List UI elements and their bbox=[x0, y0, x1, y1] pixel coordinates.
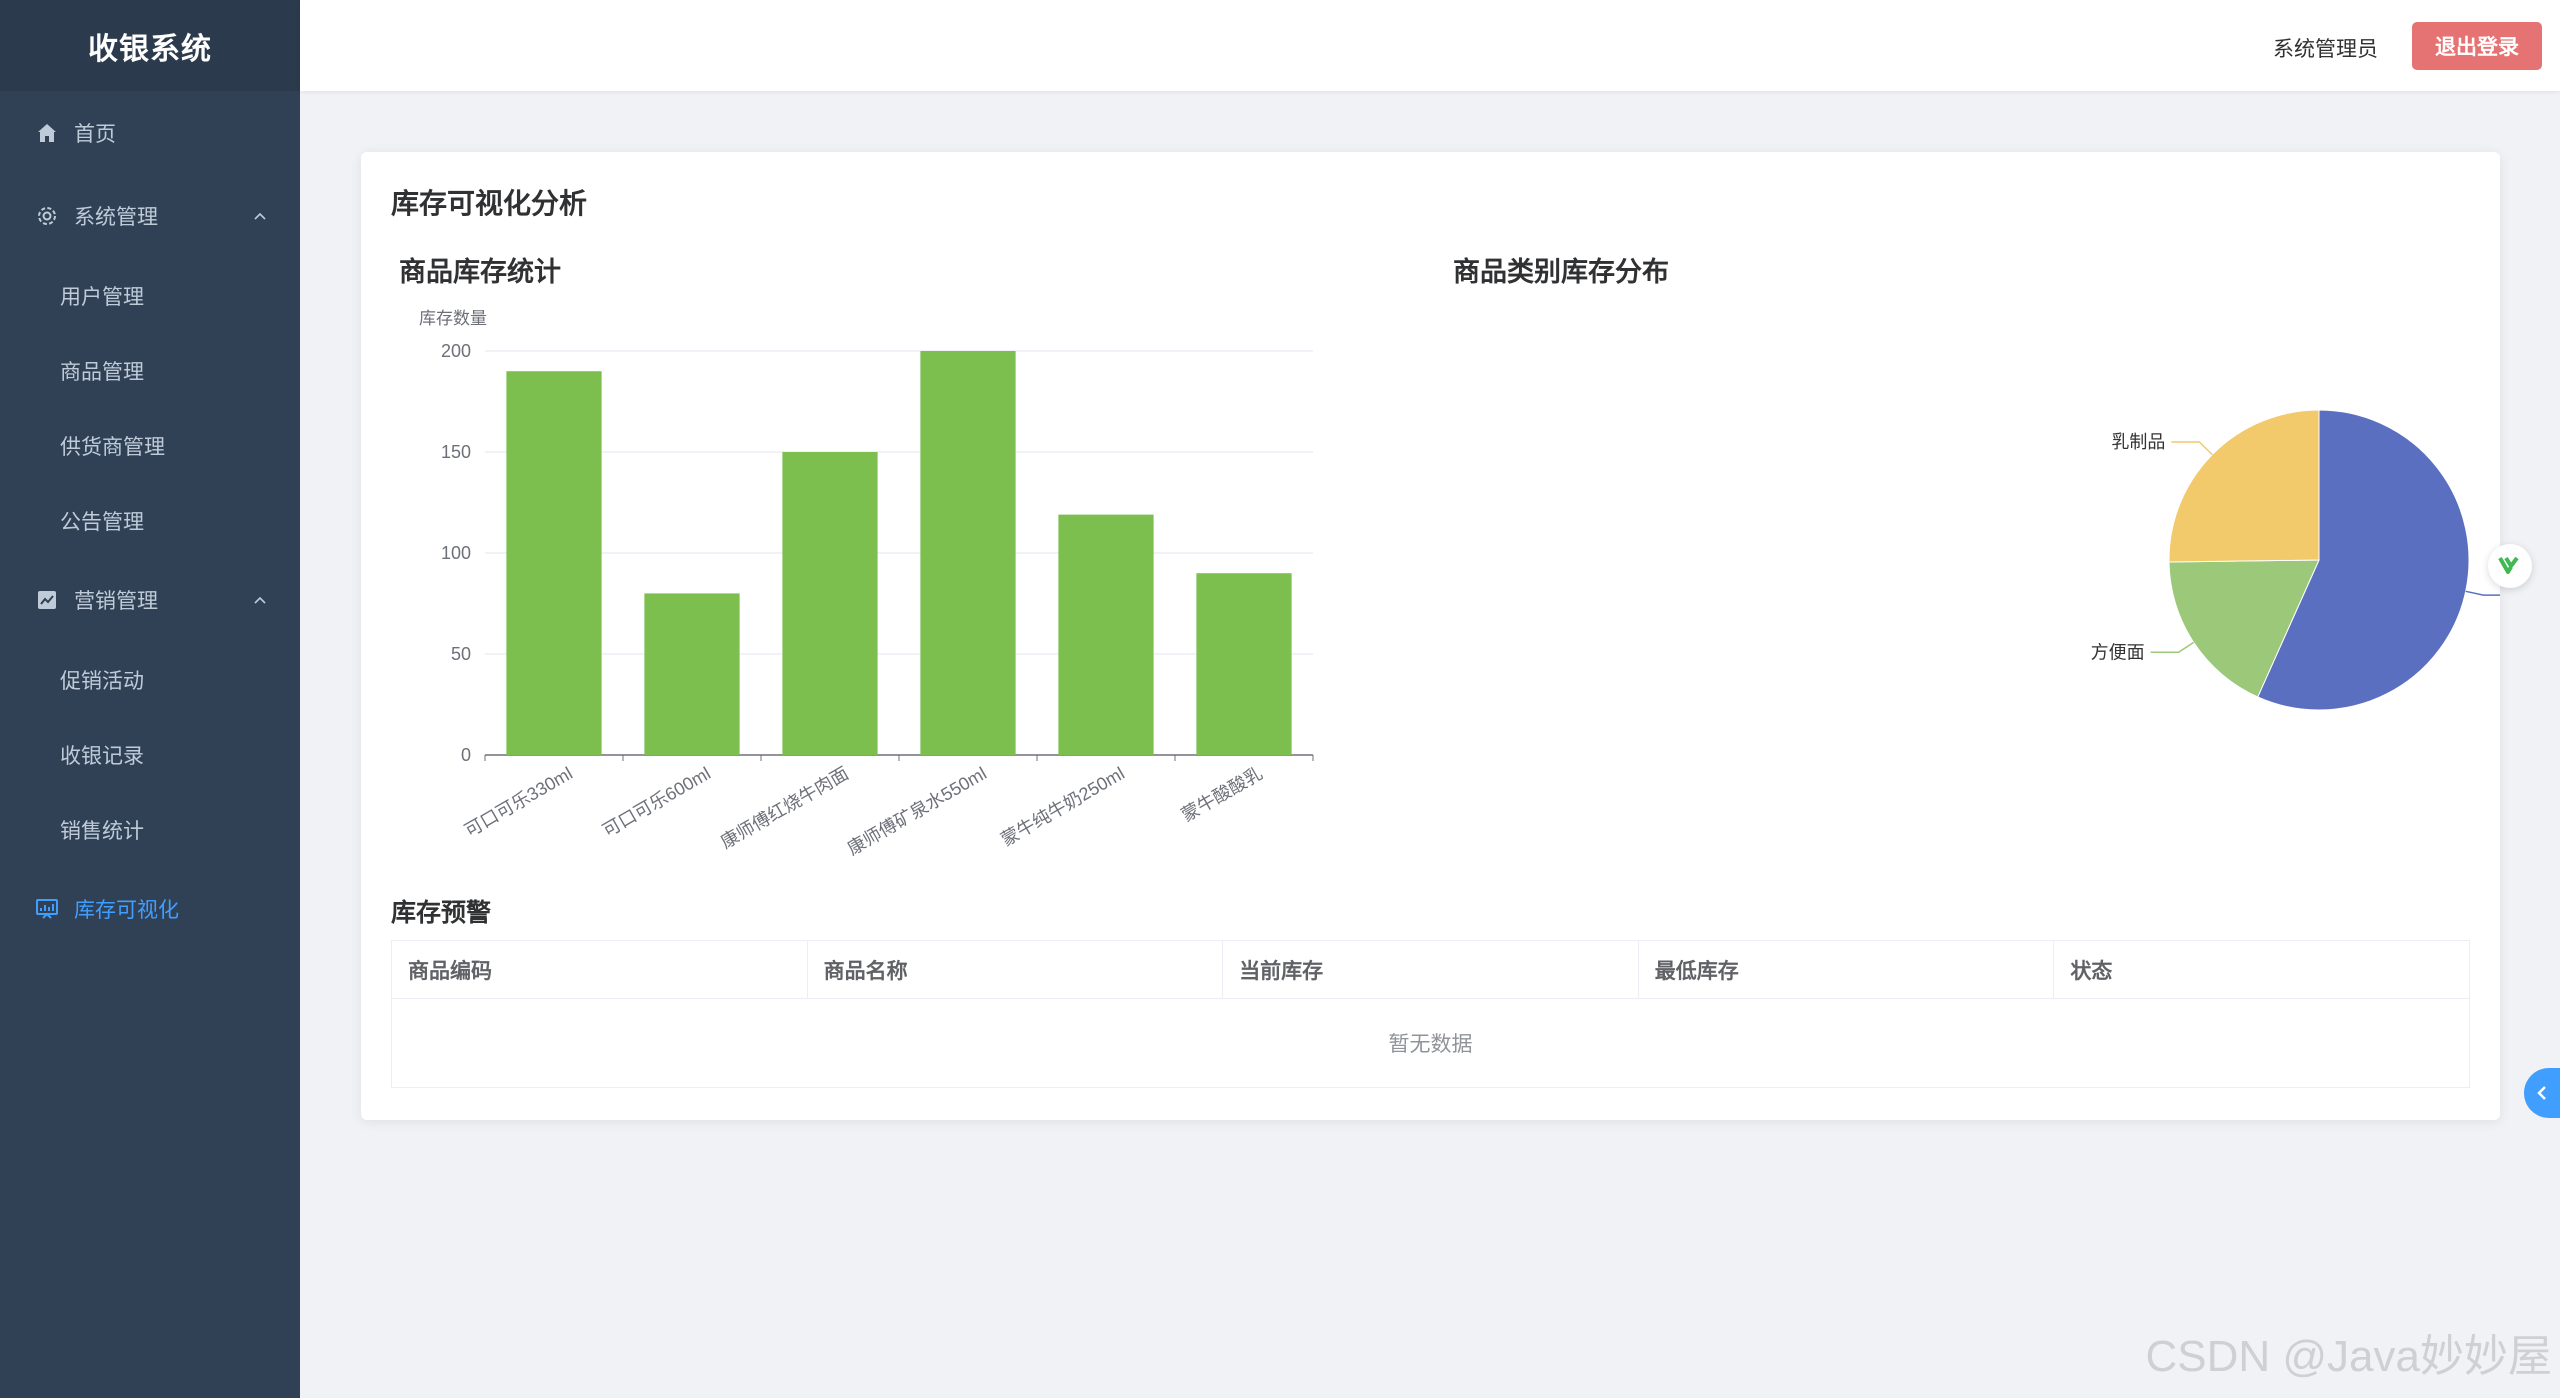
pie-slice bbox=[2168, 409, 2320, 563]
bar-chart-title: 商品库存统计 bbox=[399, 257, 561, 287]
trend-chart-icon bbox=[34, 587, 60, 613]
y-tick-label: 100 bbox=[441, 543, 471, 563]
empty-text: 暂无数据 bbox=[1388, 1033, 1473, 1056]
pie-label: 乳制品 bbox=[2111, 432, 2165, 452]
x-tick-label: 可口可乐330ml bbox=[461, 763, 576, 841]
column-header[interactable]: 商品编码 bbox=[392, 941, 808, 998]
home-icon bbox=[34, 120, 60, 146]
y-tick-label: 200 bbox=[441, 341, 471, 361]
y-tick-label: 0 bbox=[461, 745, 471, 765]
x-tick-label: 康师傅矿泉水550ml bbox=[844, 763, 990, 859]
sidebar-item-label: 首页 bbox=[74, 123, 116, 146]
sidebar-item-label: 系统管理 bbox=[74, 206, 158, 229]
column-header[interactable]: 当前库存 bbox=[1223, 941, 1639, 998]
table-header: 商品编码 商品名称 当前库存 最低库存 状态 bbox=[392, 941, 2469, 999]
assistant-button[interactable] bbox=[2488, 544, 2532, 588]
sidebar-item-sales-stats[interactable]: 销售统计 bbox=[0, 792, 300, 868]
logout-button[interactable]: 退出登录 bbox=[2412, 22, 2542, 70]
sidebar-item-promotions[interactable]: 促销活动 bbox=[0, 642, 300, 718]
sidebar-item-label: 促销活动 bbox=[60, 670, 144, 693]
pie-chart-title: 商品类别库存分布 bbox=[1453, 257, 1669, 287]
x-tick-label: 蒙牛纯牛奶250ml bbox=[998, 763, 1128, 850]
bar-chart: 库存数量 0 50 100 150 200 可口可乐330ml 可口可乐600ml 康师傅红烧牛… bbox=[419, 309, 1314, 859]
sidebar-item-label: 销售统计 bbox=[60, 820, 144, 843]
y-tick-label: 50 bbox=[451, 644, 471, 664]
column-header[interactable]: 商品名称 bbox=[808, 941, 1224, 998]
watermark: CSDN @Java妙妙屋 bbox=[2145, 1332, 2552, 1381]
sidebar-item-suppliers[interactable]: 供货商管理 bbox=[0, 408, 300, 484]
sidebar-item-inventory-visual[interactable]: 库存可视化 bbox=[0, 871, 300, 947]
sidebar-item-label: 公告管理 bbox=[60, 511, 144, 534]
x-tick-label: 可口可乐600ml bbox=[599, 763, 714, 841]
pie-label: 方便面 bbox=[2091, 642, 2145, 662]
sidebar-item-label: 商品管理 bbox=[60, 361, 144, 384]
x-tick-label: 蒙牛酸酸乳 bbox=[1178, 763, 1266, 825]
sidebar: 收银系统 首页 系统管理 用户管理 商品管理 供货商管理 公告管理 营销管理 促… bbox=[0, 0, 300, 1398]
page-title: 库存可视化分析 bbox=[391, 188, 588, 219]
bar bbox=[644, 593, 740, 755]
chevron-up-icon bbox=[254, 596, 266, 604]
monitor-chart-icon bbox=[34, 896, 60, 922]
sidebar-item-label: 用户管理 bbox=[60, 286, 144, 309]
warning-table: 商品编码 商品名称 当前库存 最低库存 状态 暂无数据 bbox=[391, 940, 2470, 1088]
pie-label-line bbox=[2171, 441, 2213, 456]
column-header[interactable]: 状态 bbox=[2070, 959, 2113, 983]
bar bbox=[506, 371, 602, 755]
y-tick-label: 150 bbox=[441, 442, 471, 462]
sidebar-item-home[interactable]: 首页 bbox=[0, 95, 300, 171]
top-header: 系统管理员 退出登录 bbox=[300, 0, 2560, 91]
pie-slice bbox=[2168, 559, 2320, 698]
collapse-panel-tab[interactable] bbox=[2524, 1068, 2560, 1118]
sidebar-item-cashier-records[interactable]: 收银记录 bbox=[0, 717, 300, 793]
column-header[interactable]: 最低库存 bbox=[1639, 941, 2055, 998]
sidebar-item-marketing[interactable]: 营销管理 bbox=[0, 562, 300, 638]
warning-title: 库存预警 bbox=[391, 899, 492, 927]
sidebar-item-users[interactable]: 用户管理 bbox=[0, 258, 300, 334]
assistant-logo-icon bbox=[2498, 556, 2519, 574]
y-axis-label: 库存数量 bbox=[419, 309, 487, 328]
sidebar-item-notices[interactable]: 公告管理 bbox=[0, 483, 300, 559]
inventory-card: 库存可视化分析 商品库存统计 商品类别库存分布 库存数量 0 50 100 150 200… bbox=[361, 152, 2500, 1120]
sidebar-item-label: 收银记录 bbox=[60, 745, 144, 768]
bar bbox=[1058, 514, 1154, 755]
gear-icon bbox=[34, 203, 60, 229]
pie-slice bbox=[2257, 409, 2470, 711]
bar bbox=[920, 351, 1016, 755]
sidebar-item-label: 营销管理 bbox=[74, 590, 158, 613]
sidebar-item-system[interactable]: 系统管理 bbox=[0, 178, 300, 254]
app-title: 收银系统 bbox=[0, 0, 300, 91]
sidebar-item-label: 库存可视化 bbox=[74, 899, 179, 922]
pie-chart: 饮料方便面乳制品 bbox=[2091, 409, 2500, 711]
sidebar-item-products[interactable]: 商品管理 bbox=[0, 333, 300, 409]
bar bbox=[782, 452, 878, 755]
chevron-left-icon bbox=[2537, 1086, 2546, 1100]
sidebar-item-label: 供货商管理 bbox=[60, 436, 165, 459]
bar bbox=[1196, 573, 1292, 755]
pie-label-line bbox=[2465, 590, 2500, 596]
pie-label-line bbox=[2150, 641, 2195, 654]
chevron-up-icon bbox=[254, 212, 266, 220]
current-user: 系统管理员 bbox=[2273, 38, 2378, 61]
x-tick-label: 康师傅红烧牛肉面 bbox=[717, 763, 852, 852]
